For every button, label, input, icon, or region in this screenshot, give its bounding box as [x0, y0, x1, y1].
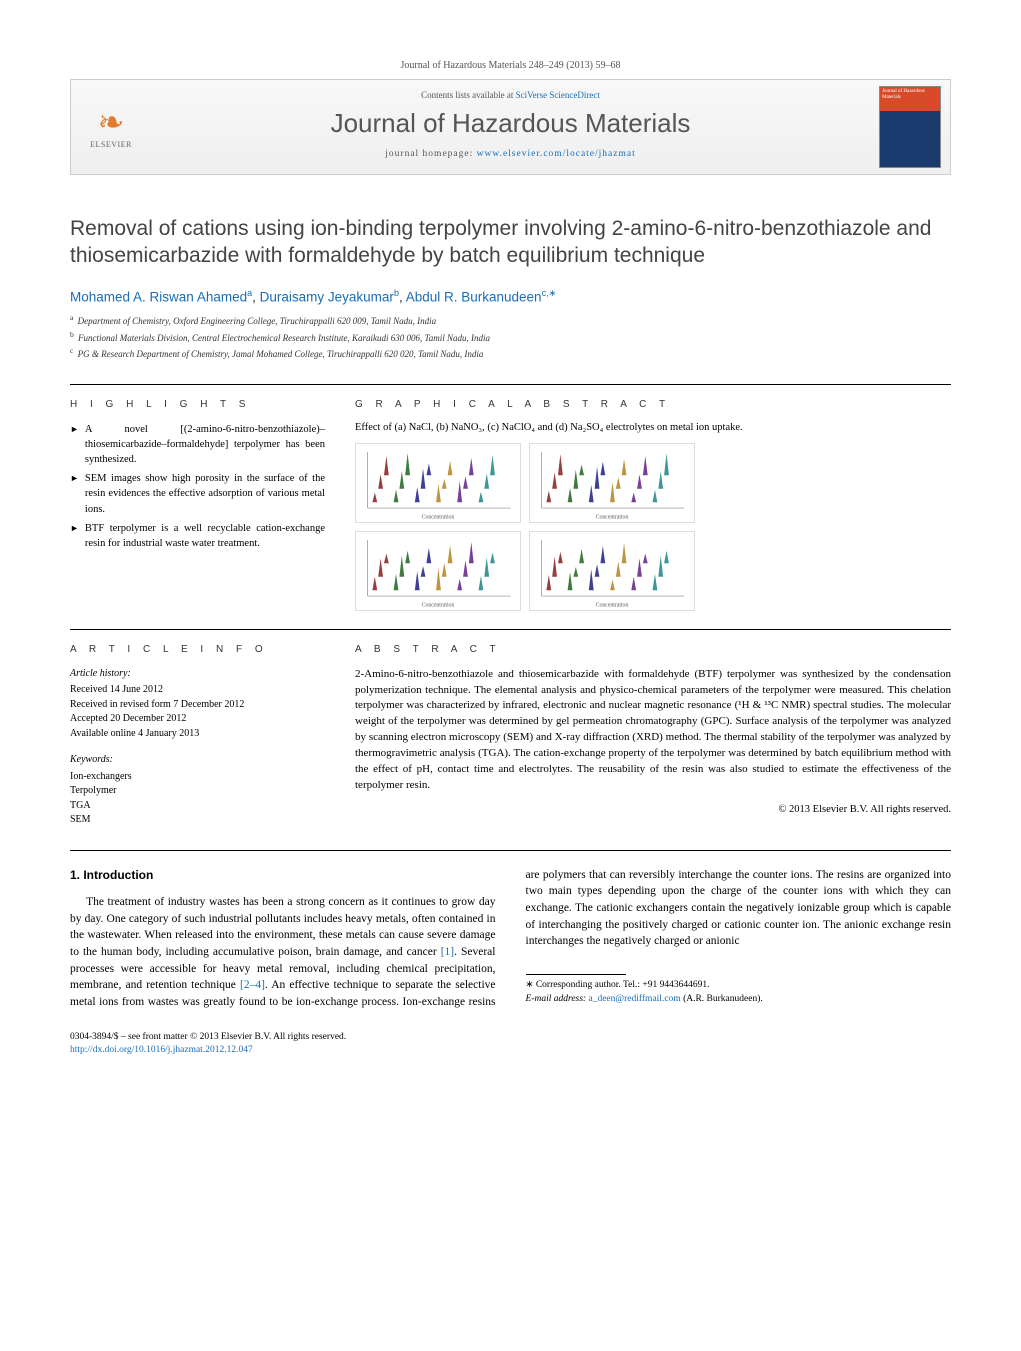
svg-text:Concentration: Concentration [596, 514, 629, 520]
author-list: Mohamed A. Riswan Ahameda, Duraisamy Jey… [70, 288, 951, 305]
article-info-column: a r t i c l e i n f o Article history: R… [70, 644, 325, 828]
elsevier-label: ELSEVIER [90, 140, 132, 149]
footnotes: ∗ Corresponding author. Tel.: +91 944364… [526, 979, 952, 1007]
highlights-column: h i g h l i g h t s A novel [(2-amino-6-… [70, 399, 325, 611]
svg-text:Concentration: Concentration [422, 514, 455, 520]
ref-link-1[interactable]: [1] [441, 946, 454, 958]
info-abstract-row: a r t i c l e i n f o Article history: R… [70, 644, 951, 828]
affil-c-text: PG & Research Department of Chemistry, J… [78, 349, 484, 359]
abstract-label: a b s t r a c t [355, 644, 951, 655]
doi-link[interactable]: http://dx.doi.org/10.1016/j.jhazmat.2012… [70, 1045, 253, 1055]
graphical-chart-1: Concentration [529, 443, 695, 523]
intro-heading: 1. Introduction [70, 867, 496, 884]
history-line: Received 14 June 2012 [70, 683, 325, 698]
keywords-head: Keywords: [70, 753, 325, 768]
highlights-label: h i g h l i g h t s [70, 399, 325, 410]
abstract-text: 2-Amino-6-nitro-benzothiazole and thiose… [355, 667, 951, 795]
history-line: Accepted 20 December 2012 [70, 712, 325, 727]
page-footer: 0304-3894/$ – see front matter © 2013 El… [70, 1031, 951, 1058]
author-link-2[interactable]: Duraisamy Jeyakumar [260, 289, 394, 304]
keyword: SEM [70, 813, 325, 828]
article-title: Removal of cations using ion-binding ter… [70, 215, 951, 270]
graphical-chart-2: Concentration [355, 531, 521, 611]
keywords-lines: Ion-exchangersTerpolymerTGASEM [70, 770, 325, 828]
affil-sup-b[interactable]: b [394, 288, 399, 298]
history-line: Available online 4 January 2013 [70, 727, 325, 742]
author-link-3[interactable]: Abdul R. Burkanudeen [406, 289, 542, 304]
journal-citation: Journal of Hazardous Materials 248–249 (… [70, 60, 951, 71]
article-info-block: Article history: Received 14 June 2012Re… [70, 667, 325, 828]
affiliation-c: c PG & Research Department of Chemistry,… [70, 345, 951, 362]
affil-b-text: Functional Materials Division, Central E… [78, 333, 490, 343]
divider-2 [70, 850, 951, 851]
keyword: Ion-exchangers [70, 770, 325, 785]
abstract-copyright: © 2013 Elsevier B.V. All rights reserved… [355, 804, 951, 815]
history-head: Article history: [70, 667, 325, 682]
author-link-1[interactable]: Mohamed A. Riswan Ahamed [70, 289, 247, 304]
journal-title: Journal of Hazardous Materials [151, 108, 870, 139]
graphical-grid: Concentration Concentration Concentratio… [355, 443, 695, 611]
banner-center: Contents lists available at SciVerse Sci… [151, 80, 870, 174]
email-link[interactable]: a_deen@rediffmail.com [588, 994, 680, 1004]
ref-link-2[interactable]: [2–4] [240, 979, 265, 991]
affil-sup-a[interactable]: a [247, 288, 252, 298]
affiliation-a: a Department of Chemistry, Oxford Engine… [70, 312, 951, 329]
article-info-label: a r t i c l e i n f o [70, 644, 325, 655]
keyword: Terpolymer [70, 784, 325, 799]
homepage-prefix: journal homepage: [385, 149, 476, 159]
keyword: TGA [70, 799, 325, 814]
highlight-item: BTF terpolymer is a well recyclable cati… [70, 521, 325, 551]
front-matter-line: 0304-3894/$ – see front matter © 2013 El… [70, 1031, 951, 1044]
divider [70, 629, 951, 630]
elsevier-logo: ❧ ELSEVIER [81, 92, 141, 162]
sciencedirect-link[interactable]: SciVerse ScienceDirect [516, 90, 600, 100]
publisher-logo-area: ❧ ELSEVIER [71, 80, 151, 174]
body-columns: 1. Introduction The treatment of industr… [70, 867, 951, 1011]
affil-a-text: Department of Chemistry, Oxford Engineer… [78, 316, 437, 326]
graphical-caption: Effect of (a) NaCl, (b) NaNO₃, (c) NaClO… [355, 422, 951, 433]
graphical-column: g r a p h i c a l a b s t r a c t Effect… [355, 399, 951, 611]
affiliation-b: b Functional Materials Division, Central… [70, 329, 951, 346]
cover-thumb-title: Journal of Hazardous Materials [882, 89, 938, 100]
email-suffix: (A.R. Burkanudeen). [681, 994, 763, 1004]
cover-thumb-area: Journal of Hazardous Materials [870, 80, 950, 174]
svg-text:Concentration: Concentration [422, 602, 455, 608]
highlights-graphical-row: h i g h l i g h t s A novel [(2-amino-6-… [70, 384, 951, 611]
contents-line: Contents lists available at SciVerse Sci… [151, 90, 870, 100]
corresp-star[interactable]: ∗ [549, 288, 557, 298]
highlight-item: SEM images show high porosity in the sur… [70, 471, 325, 517]
journal-homepage: journal homepage: www.elsevier.com/locat… [151, 149, 870, 159]
graphical-label: g r a p h i c a l a b s t r a c t [355, 399, 951, 410]
para1-b: brain damage, and cancer [316, 946, 441, 958]
history-line: Received in revised form 7 December 2012 [70, 698, 325, 713]
contents-prefix: Contents lists available at [421, 90, 515, 100]
elsevier-tree-icon: ❧ [98, 106, 125, 138]
homepage-link[interactable]: www.elsevier.com/locate/jhazmat [477, 149, 636, 159]
svg-text:Concentration: Concentration [596, 602, 629, 608]
journal-banner: ❧ ELSEVIER Contents lists available at S… [70, 79, 951, 175]
journal-cover-thumbnail: Journal of Hazardous Materials [879, 86, 941, 168]
graphical-chart-0: Concentration [355, 443, 521, 523]
affil-sup-c[interactable]: c, [542, 288, 549, 298]
email-line: E-mail address: a_deen@rediffmail.com (A… [526, 993, 952, 1007]
highlights-list: A novel [(2-amino-6-nitro-benzothiazole)… [70, 422, 325, 552]
footnote-rule [526, 974, 626, 975]
affiliations: a Department of Chemistry, Oxford Engine… [70, 312, 951, 362]
email-label: E-mail address: [526, 994, 589, 1004]
highlight-item: A novel [(2-amino-6-nitro-benzothiazole)… [70, 422, 325, 468]
corresponding-author: ∗ Corresponding author. Tel.: +91 944364… [526, 979, 952, 993]
abstract-column: a b s t r a c t 2-Amino-6-nitro-benzothi… [355, 644, 951, 828]
graphical-chart-3: Concentration [529, 531, 695, 611]
history-lines: Received 14 June 2012Received in revised… [70, 683, 325, 741]
